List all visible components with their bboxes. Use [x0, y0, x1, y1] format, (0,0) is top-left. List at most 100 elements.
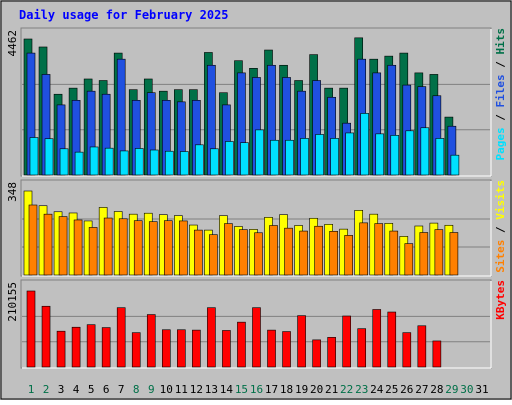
- x-tick-label-day-23: 23: [355, 383, 368, 396]
- bar-pages-day-4: [74, 151, 84, 176]
- bar-sites-day-2: [43, 213, 53, 276]
- bar-kbytes-day-17: [267, 329, 276, 368]
- bar-kbytes-day-22: [342, 315, 351, 368]
- bar-pages-day-15: [240, 142, 249, 176]
- bar-sites-day-17: [269, 225, 278, 276]
- x-tick-label-day-27: 27: [415, 383, 428, 396]
- x-tick-label-day-11: 11: [175, 383, 188, 396]
- bar-pages-day-9: [149, 149, 159, 176]
- x-tick-label-day-5: 5: [88, 383, 95, 396]
- bar-pages-day-20: [315, 134, 324, 176]
- bar-sites-day-3: [58, 216, 68, 276]
- legend-item-pages: Pages: [494, 127, 507, 160]
- bar-pages-day-25: [390, 135, 400, 176]
- bar-pages-day-18: [285, 139, 294, 176]
- bar-kbytes-day-13: [207, 307, 216, 368]
- bar-pages-day-26: [405, 130, 415, 176]
- x-tick-label-day-15: 15: [235, 383, 248, 396]
- bar-sites-day-14: [224, 223, 233, 276]
- bar-sites-day-27: [419, 232, 429, 276]
- x-tick-label-day-2: 2: [43, 383, 50, 396]
- bar-kbytes-day-14: [222, 330, 231, 368]
- bar-pages-day-24: [375, 133, 385, 176]
- x-tick-label-day-21: 21: [325, 383, 338, 396]
- bar-kbytes-day-23: [357, 328, 367, 368]
- x-tick-label-day-26: 26: [400, 383, 413, 396]
- x-tick-label-day-17: 17: [265, 383, 278, 396]
- y-axis-max-label: 210155: [6, 282, 19, 322]
- bar-sites-day-1: [28, 204, 38, 276]
- chart-panels: 4462 Pages / Files / Hits 348 Sites / Visit…: [6, 27, 507, 369]
- bar-kbytes-day-1: [26, 290, 36, 368]
- x-tick-label-day-18: 18: [280, 383, 293, 396]
- bar-sites-day-26: [404, 243, 414, 276]
- bar-sites-day-23: [359, 222, 369, 276]
- bar-kbytes-day-7: [116, 307, 126, 368]
- bar-kbytes-day-21: [327, 337, 336, 368]
- bar-sites-day-5: [88, 227, 98, 276]
- x-tick-label-day-31: 31: [475, 383, 488, 396]
- x-tick-label-day-3: 3: [58, 383, 65, 396]
- x-tick-label-day-25: 25: [385, 383, 398, 396]
- x-tick-label-day-13: 13: [205, 383, 218, 396]
- bar-sites-day-10: [163, 220, 173, 276]
- panel-bars: [23, 190, 459, 276]
- bar-pages-day-12: [195, 144, 204, 176]
- x-axis-labels: 1 2 3 4 5 6 7 8 9 10 11 12 13 14 15 16 17 18 19 20 21 22 23 24 2…: [28, 383, 489, 396]
- bar-pages-day-11: [180, 151, 189, 176]
- bar-sites-day-19: [299, 230, 308, 276]
- legend-item-files: Files: [494, 74, 507, 107]
- legend-separator: /: [494, 220, 507, 240]
- panel-3: 210155 KBytes: [6, 279, 507, 369]
- bar-kbytes-day-2: [41, 305, 51, 368]
- x-tick-label-day-28: 28: [430, 383, 443, 396]
- bar-kbytes-day-20: [312, 339, 321, 368]
- bar-kbytes-day-4: [71, 326, 81, 368]
- bar-sites-day-25: [389, 230, 399, 276]
- bar-sites-day-16: [254, 232, 263, 276]
- x-tick-label-day-30: 30: [460, 383, 473, 396]
- bar-kbytes-day-16: [252, 307, 261, 368]
- x-tick-label-day-1: 1: [28, 383, 35, 396]
- y-axis-max-label: 4462: [6, 30, 19, 57]
- bar-pages-day-1: [29, 137, 39, 176]
- bar-sites-day-24: [374, 223, 384, 276]
- x-tick-label-day-19: 19: [295, 383, 308, 396]
- bar-kbytes-day-19: [297, 315, 306, 368]
- bar-pages-day-3: [59, 148, 69, 176]
- bar-pages-day-7: [119, 150, 129, 176]
- bar-kbytes-day-5: [86, 324, 96, 368]
- x-tick-label-day-20: 20: [310, 383, 323, 396]
- bar-pages-day-2: [44, 138, 54, 176]
- bar-sites-day-12: [194, 229, 203, 276]
- chart-title: Daily usage for February 2025: [19, 8, 229, 22]
- bar-pages-day-10: [164, 150, 174, 176]
- bar-pages-day-29: [450, 154, 460, 176]
- legend: KBytes: [494, 280, 507, 320]
- bar-pages-day-22: [345, 132, 354, 176]
- legend-separator: /: [494, 55, 507, 75]
- bar-sites-day-8: [133, 220, 143, 276]
- bar-kbytes-day-27: [417, 325, 427, 368]
- bar-kbytes-day-18: [282, 331, 291, 368]
- legend: Pages / Files / Hits: [494, 28, 507, 161]
- legend-item-hits: Hits: [494, 28, 507, 55]
- bar-kbytes-day-3: [56, 330, 66, 368]
- bar-kbytes-day-6: [101, 327, 111, 368]
- bar-sites-day-13: [209, 234, 218, 276]
- x-tick-label-day-8: 8: [133, 383, 140, 396]
- bar-pages-day-6: [104, 147, 114, 176]
- panel-bars: [23, 37, 460, 176]
- bar-sites-day-6: [103, 217, 113, 276]
- bar-sites-day-4: [73, 219, 83, 276]
- legend: Sites / Visits: [494, 180, 507, 273]
- bar-sites-day-28: [434, 229, 444, 276]
- bar-kbytes-day-15: [237, 321, 246, 368]
- panel-1: 4462 Pages / Files / Hits: [6, 27, 507, 177]
- bar-kbytes-day-10: [161, 329, 171, 368]
- bar-kbytes-day-11: [177, 329, 186, 368]
- bar-sites-day-18: [284, 227, 293, 276]
- legend-item-kbytes: KBytes: [494, 280, 507, 320]
